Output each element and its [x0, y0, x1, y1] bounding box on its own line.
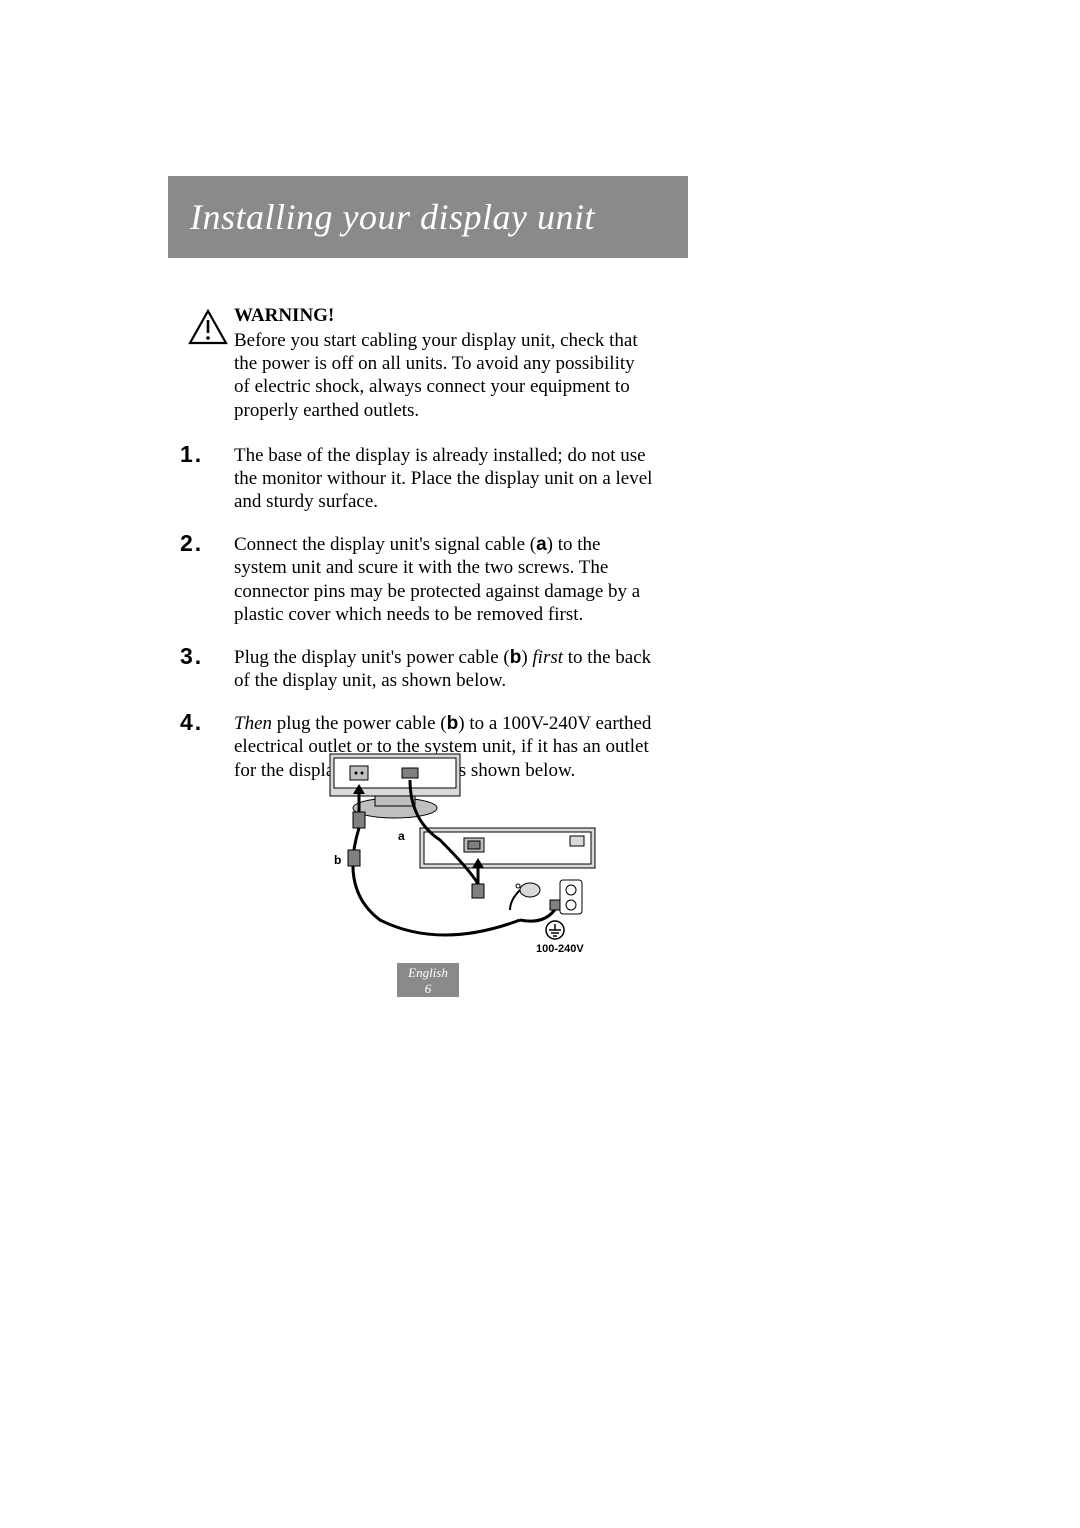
warning-heading: WARNING!	[234, 305, 654, 327]
step-text: Connect the display unit's signal cable …	[234, 533, 654, 626]
step-number: 3.	[180, 643, 201, 670]
step-number: 4.	[180, 709, 201, 736]
page: Installing your display unit WARNING! Be…	[0, 0, 1080, 1528]
footer-page-number: 6	[397, 981, 459, 997]
warning-block: WARNING! Before you start cabling your d…	[234, 305, 654, 422]
step-item: 3.Plug the display unit's power cable (b…	[234, 646, 654, 692]
step-text: The base of the display is already insta…	[234, 444, 654, 514]
warning-text: Before you start cabling your display un…	[234, 329, 654, 422]
step-item: 2.Connect the display unit's signal cabl…	[234, 533, 654, 626]
step-item: 1.The base of the display is already ins…	[234, 444, 654, 514]
step-text: Plug the display unit's power cable (b) …	[234, 646, 654, 692]
diagram-voltage-label: 100-240V	[536, 943, 584, 955]
warning-triangle-icon	[188, 309, 228, 345]
steps-list: 1.The base of the display is already ins…	[234, 444, 654, 782]
footer-badge: English 6	[397, 963, 459, 997]
diagram-label-a: a	[398, 829, 405, 843]
step-number: 2.	[180, 530, 201, 557]
diagram-label-b: b	[334, 853, 341, 867]
footer-language: English	[397, 965, 459, 981]
content-column: WARNING! Before you start cabling your d…	[234, 305, 654, 802]
step-number: 1.	[180, 441, 201, 468]
page-title: Installing your display unit	[190, 196, 595, 238]
title-bar: Installing your display unit	[168, 176, 688, 258]
connection-diagram: a b 100-240V	[320, 750, 600, 960]
